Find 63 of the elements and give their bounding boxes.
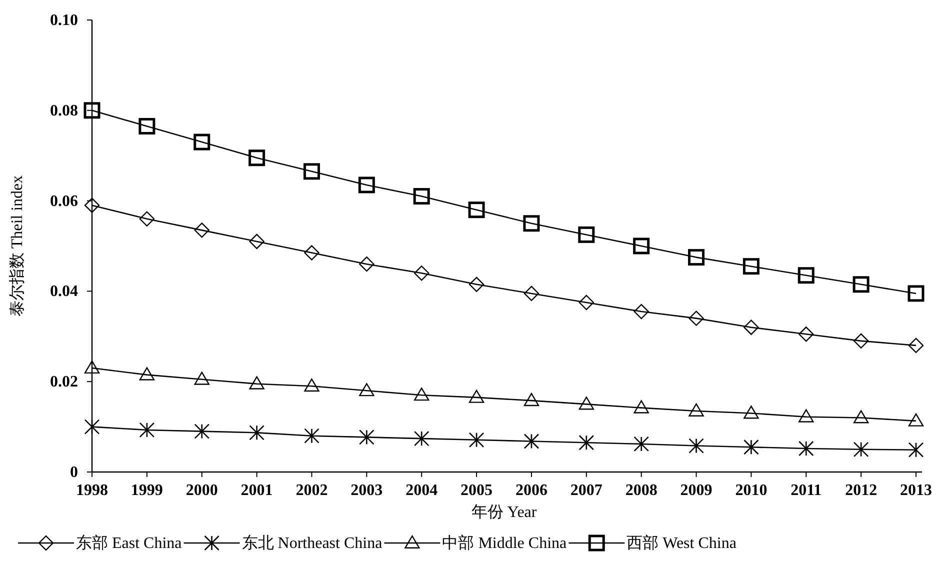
point	[358, 176, 375, 194]
point	[468, 202, 485, 218]
x-tick-label: 2009	[680, 482, 712, 499]
point	[84, 360, 100, 374]
x-tick-label: 2002	[296, 482, 328, 499]
point	[138, 118, 156, 134]
point	[634, 400, 649, 414]
x-tick-label: 2005	[460, 482, 493, 499]
point	[468, 390, 484, 403]
x-tick-label: 2000	[186, 482, 218, 499]
x-tick-label: 2006	[515, 482, 548, 499]
point	[414, 388, 430, 401]
point	[908, 413, 924, 426]
point	[249, 376, 264, 390]
point	[248, 150, 266, 166]
point	[744, 406, 759, 419]
y-axis-title: 泰尔指数 Theil index	[8, 175, 26, 317]
point	[524, 392, 540, 406]
point	[578, 226, 595, 243]
point	[578, 396, 594, 410]
point	[194, 134, 210, 150]
legend-label: 东北 Northeast China	[242, 534, 382, 552]
point	[139, 367, 155, 380]
point	[578, 434, 594, 450]
point	[688, 249, 705, 266]
point	[194, 372, 210, 385]
point	[798, 267, 814, 284]
point	[908, 285, 924, 302]
x-tick-label: 2008	[625, 482, 658, 499]
point	[633, 238, 650, 254]
point	[303, 163, 320, 180]
x-tick-label: 2001	[240, 482, 273, 499]
x-tick-label: 2007	[570, 482, 602, 499]
x-tick-label: 1999	[130, 482, 163, 499]
x-tick-label: 2010	[735, 482, 768, 499]
legend-label: 东部 East China	[76, 534, 182, 552]
point	[84, 102, 100, 119]
point	[742, 258, 760, 275]
point	[688, 403, 704, 416]
y-tick-label: 0.02	[50, 374, 78, 391]
point	[524, 434, 540, 449]
plot: 0 0.02 0.04 0.06 0.08 0.10 1998 1999 2000 2001 2002 2003 2004 2005 2006 2007 2008 2009 2010 2011 2012 2013	[50, 12, 932, 499]
y-tick-label: 0.08	[50, 102, 78, 120]
y-tick-label: 0.10	[50, 12, 78, 29]
y-tick-label: 0.06	[50, 192, 78, 210]
x-axis-title: 年份 Year	[471, 504, 538, 521]
point	[359, 383, 374, 396]
point	[853, 410, 869, 424]
x-tick-label: 2011	[790, 482, 822, 499]
point	[413, 188, 430, 205]
point	[304, 378, 320, 392]
y-tick-label: 0.04	[50, 283, 78, 300]
point	[523, 215, 540, 232]
x-tick-label: 1998	[76, 482, 108, 499]
point	[798, 409, 814, 422]
x-tick-label: 2003	[350, 482, 383, 499]
legend-label: 中部 Middle China	[442, 534, 567, 552]
legend-label: 西部 West China	[626, 534, 736, 552]
x-tick-label: 2013	[900, 482, 932, 499]
x-tick-label: 2004	[406, 482, 438, 499]
x-tick-label: 2012	[845, 482, 878, 499]
y-tick-label: 0	[70, 464, 78, 481]
point	[852, 276, 870, 293]
